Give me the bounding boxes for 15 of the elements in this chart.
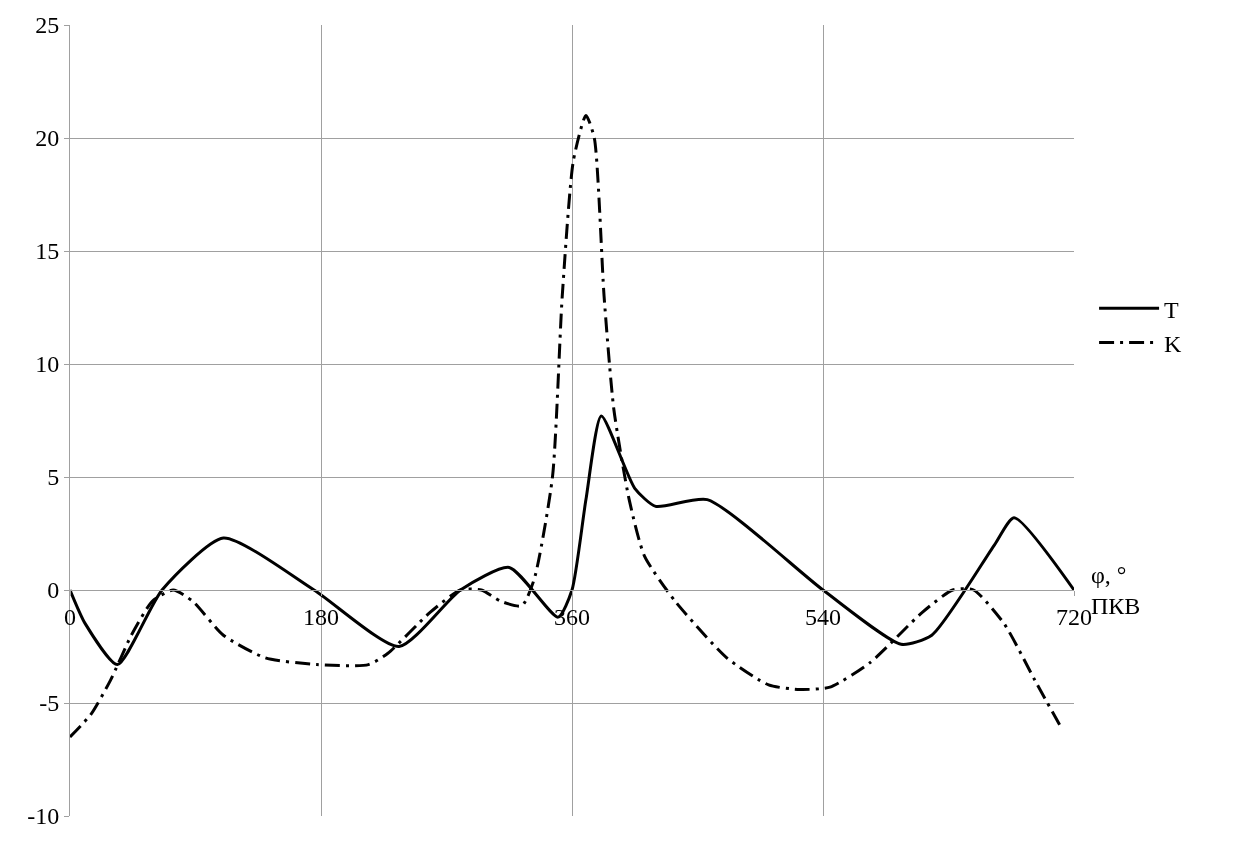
y-tick-label: 5 (47, 464, 60, 491)
x-tick-label: 180 (303, 603, 339, 630)
y-tick-label: 25 (35, 12, 60, 39)
y-tick-label: 0 (47, 577, 60, 604)
x-axis-title: φ, ° ПКВ (1091, 562, 1141, 620)
y-tick-label: -10 (27, 803, 60, 830)
legend-label: K (1164, 330, 1183, 357)
x-tick-label: 360 (554, 603, 590, 630)
y-tick-label: 20 (35, 125, 60, 152)
y-tick-label: 15 (35, 238, 60, 265)
y-tick-label: -5 (39, 690, 60, 717)
x-tick-label: 720 (1056, 603, 1092, 630)
y-tick-label: 10 (35, 351, 60, 378)
legend-label: T (1164, 296, 1180, 323)
x-tick-label: 540 (805, 603, 841, 630)
